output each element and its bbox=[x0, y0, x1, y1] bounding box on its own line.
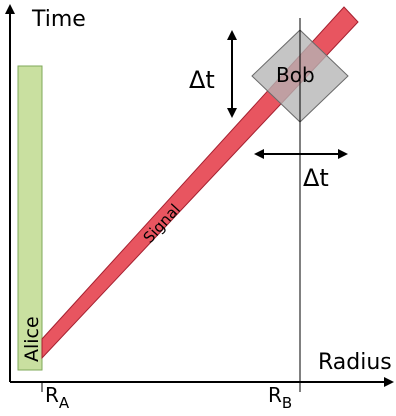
ra-tick-sub: A bbox=[59, 394, 70, 412]
time-axis-label: Time bbox=[31, 7, 86, 32]
rb-tick-main: R bbox=[268, 383, 282, 407]
alice-worldline bbox=[17, 65, 43, 371]
rb-tick-sub: B bbox=[282, 394, 292, 412]
radius-axis-label: Radius bbox=[318, 350, 392, 375]
bob-label: Bob bbox=[276, 63, 315, 87]
delta-t-vertical-label: Δt bbox=[189, 66, 215, 94]
alice-label: Alice bbox=[21, 316, 43, 362]
delta-t-horizontal-label: Δt bbox=[303, 164, 329, 192]
ra-tick-main: R bbox=[45, 383, 59, 407]
rb-tick-label: RB bbox=[268, 383, 292, 412]
ra-tick-label: RA bbox=[45, 383, 70, 412]
